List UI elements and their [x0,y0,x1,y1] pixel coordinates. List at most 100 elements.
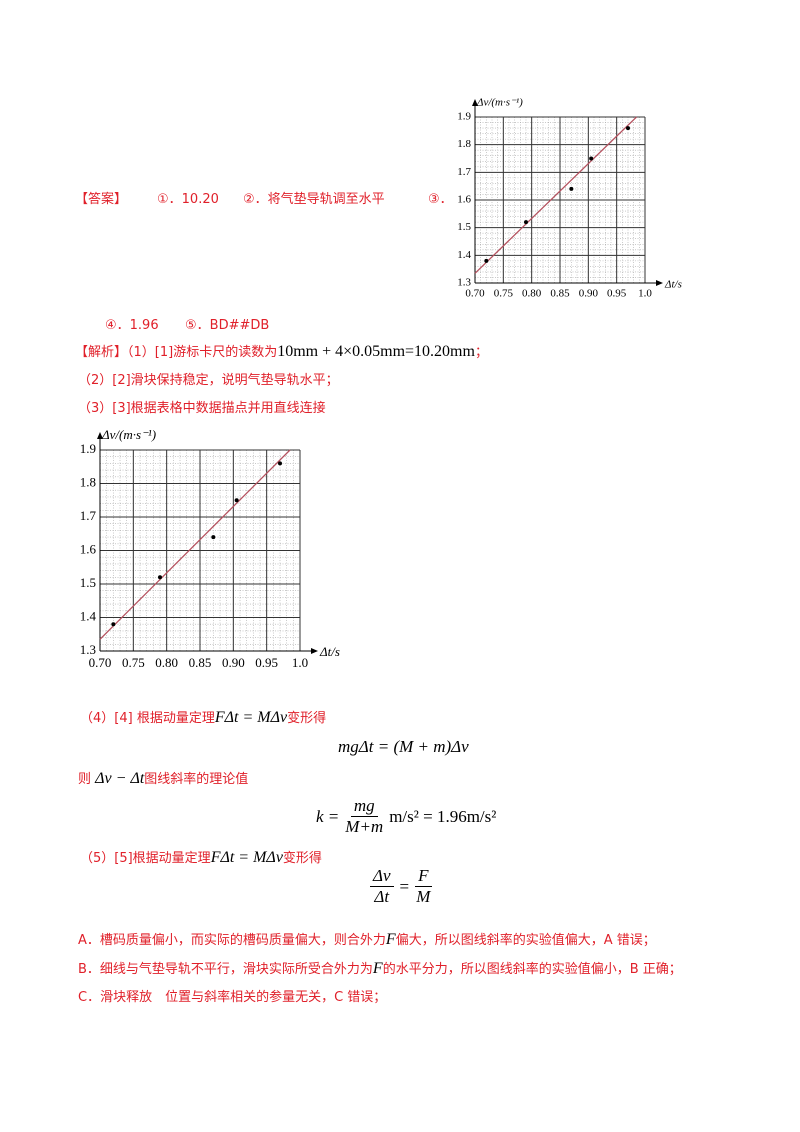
y-tick-label: 1.5 [80,575,96,590]
x-tick-label: 0.95 [607,288,627,300]
text: ； [474,345,488,360]
numerator: F [415,866,432,887]
text: 变形得 [287,711,327,726]
y-tick-label: 1.3 [457,277,471,289]
x-tick-label: 0.85 [550,288,570,300]
formula: F [372,960,383,977]
text: B．细线与气垫导轨不平行，滑块实际所受合外力为 [78,962,373,977]
arrow [656,280,663,286]
x-tick-label: 1.0 [638,288,652,300]
text: （5）[5]根据动量定理 [80,851,211,866]
answer-item: ①．10.20 [157,192,219,207]
denominator: M+m [345,817,384,836]
y-tick-label: 1.9 [80,441,96,456]
formula: Δv − Δt [95,770,145,787]
text: 则 [78,772,92,787]
denominator: M [416,887,431,906]
y-tick-label: 1.9 [457,111,471,123]
text: 的水平分力，所以图线斜率的实验值偏小，B 正确； [382,962,682,977]
x-tick-label: 0.75 [494,288,514,300]
y-tick-label: 1.6 [80,541,97,556]
y-tick-label: 1.8 [457,138,471,150]
analysis-line: （5）[5]根据动量定理FΔt = MΔv变形得 [80,848,322,869]
x-tick-label: 0.75 [122,655,145,670]
arrow [472,99,478,106]
analysis-line: （3）[3]根据表格中数据描点并用直线连接 [78,401,326,416]
analysis-line: C．滑块释放 位置与斜率相关的参量无关，C 错误； [78,990,387,1005]
analysis-line: 则 Δv − Δt图线斜率的理论值 [78,769,248,790]
data-point [278,461,282,466]
arrow [311,648,318,654]
text: m/s² = 1.96m/s² [389,806,497,826]
data-point [234,498,239,503]
text: 变形得 [282,851,322,866]
text: （1）[1]游标卡尺的读数为 [127,345,278,360]
numerator: mg [350,796,378,817]
answer-item: ②．将气垫导轨调至水平 [243,192,385,207]
y-tick-label: 1.7 [457,166,471,178]
x-tick-label: 0.70 [89,655,112,670]
x-axis-label: Δt/s [664,279,682,291]
analysis-line: （2）[2]滑块保持稳定，说明气垫导轨水平； [78,373,339,388]
data-point [484,258,489,263]
x-tick-label: 0.70 [465,288,485,300]
data-point [589,156,594,161]
x-tick-label: 0.95 [255,655,278,670]
data-point [626,126,630,131]
x-tick-label: 0.85 [189,655,212,670]
text: （4）[4] 根据动量定理 [80,711,215,726]
data-point [111,622,116,627]
text: = [399,876,410,896]
y-tick-label: 1.4 [80,608,97,623]
y-axis-label: Δv/(m·s⁻¹) [476,97,523,109]
x-tick-label: 1.0 [292,655,308,670]
chart: 0.70 0.75 0.80 0.85 0.90 0.95 1.0 1.3 1.4 1.5 1.6 1… [457,97,682,300]
formula: 10mm + 4×0.05mm=10.20mm [277,343,475,360]
denominator: Δt [374,887,390,906]
formula: F [385,931,396,948]
y-tick-label: 1.8 [80,474,96,489]
analysis-line: B．细线与气垫导轨不平行，滑块实际所受合外力为F的水平分力，所以图线斜率的实验值… [78,959,682,980]
x-tick-label: 0.80 [522,288,542,300]
text: A．槽码质量偏小，而实际的槽码质量偏大，则合外力 [78,933,386,948]
x-axis-label: Δt/s [319,644,340,659]
equation: k = mg M+m m/s² = 1.96m/s² [316,796,496,837]
formula: FΔt = MΔv [210,849,283,866]
analysis-line: （4）[4] 根据动量定理FΔt = MΔv变形得 [80,708,326,729]
numerator: Δv [370,866,394,887]
answer-item: ⑤．BD##DB [185,318,270,333]
answer-item: ③． [428,192,453,207]
answer-item: ④．1.96 [105,318,159,333]
y-axis-label: Δv/(m·s⁻¹) [101,427,156,442]
y-tick-label: 1.3 [80,642,96,657]
chart: 0.70 0.75 0.80 0.85 0.90 0.95 1.0 1.3 1.4 1.5 1.6 1… [80,427,340,670]
x-tick-label: 0.90 [222,655,245,670]
analysis-line: 【解析】（1）[1]游标卡尺的读数为10mm + 4×0.05mm=10.20m… [75,342,488,363]
equation: mgΔt = (M + m)Δv [338,737,469,756]
y-tick-label: 1.6 [457,194,471,206]
y-tick-label: 1.5 [457,221,471,233]
fraction: mg M+m [345,796,383,837]
answer-label: 【答案】 [75,192,128,207]
x-tick-label: 0.80 [155,655,178,670]
data-point [524,220,528,225]
fit-line [99,449,291,640]
y-tick-label: 1.7 [80,508,97,523]
data-point [211,535,216,540]
analysis-line: A．槽码质量偏小，而实际的槽码质量偏大，则合外力F偏大，所以图线斜率的实验值偏大… [78,930,656,951]
text: 偏大，所以图线斜率的实验值偏大，A 错误； [395,933,656,948]
data-point [158,575,162,580]
x-tick-label: 0.90 [579,288,599,300]
text: k = [316,806,340,826]
y-tick-label: 1.4 [457,249,471,261]
text: 图线斜率的理论值 [144,772,249,787]
arrow [97,432,103,439]
analysis-label: 【解析】 [75,345,128,360]
formula: FΔt = MΔv [214,709,288,726]
fit-line [474,116,637,274]
fraction: Δv Δt [370,866,394,907]
data-point [569,186,574,191]
